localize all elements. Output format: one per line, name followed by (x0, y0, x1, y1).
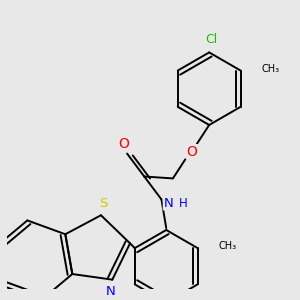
Text: O: O (118, 137, 129, 151)
Text: H: H (178, 197, 188, 210)
Text: N: N (106, 285, 115, 298)
Text: Cl: Cl (205, 33, 217, 46)
Text: N: N (164, 197, 173, 210)
Text: S: S (99, 197, 107, 210)
Text: O: O (187, 145, 197, 159)
Text: CH₃: CH₃ (219, 241, 237, 251)
Text: CH₃: CH₃ (262, 64, 280, 74)
